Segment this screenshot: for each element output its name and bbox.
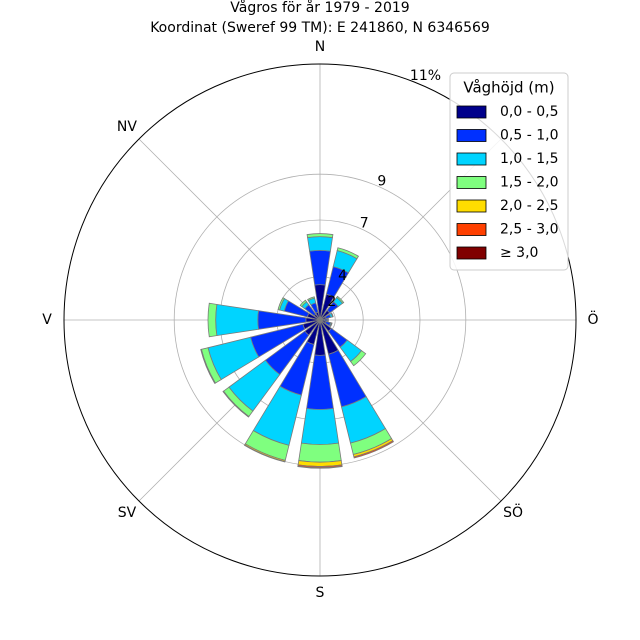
direction-label-Ö: Ö (587, 310, 598, 328)
bar-segment-ÖSÖ-3 (329, 322, 333, 328)
chart-title: Vågros för år 1979 - 2019 (230, 0, 409, 16)
legend-swatch (456, 152, 487, 166)
bar-segment-S-2 (300, 408, 340, 445)
radial-tick-label: 7 (360, 216, 369, 232)
bar-segment-VSV-4 (200, 348, 216, 385)
bar-segment-VNV-3 (277, 297, 285, 311)
legend-label: 1,0 - 1,5 (500, 151, 558, 167)
legend-label: ≥ 3,0 (500, 245, 538, 261)
direction-label-V: V (42, 312, 52, 328)
legend-swatch (456, 129, 487, 142)
bar-segment-SÖ-3 (350, 350, 367, 367)
radial-tick-label: 2 (327, 294, 336, 310)
direction-label-NV: NV (117, 119, 137, 135)
radial-tick-labels: 24 7 9 11% (327, 68, 441, 310)
legend-title: Våghöjd (m) (463, 79, 554, 97)
bar-segment-N-1 (309, 249, 331, 286)
legend-swatch (456, 199, 487, 213)
bar-segment-SSÖ-5 (353, 440, 394, 459)
legend-swatch (456, 105, 487, 119)
direction-label-N: N (315, 39, 325, 55)
bar-segment-N-2 (307, 236, 333, 252)
bar-segment-Ö-3 (327, 318, 329, 322)
bar-segment-NV-3 (299, 299, 308, 308)
grid-spoke (138, 138, 321, 321)
bar-segment-NNÖ-3 (336, 247, 360, 260)
bar-segment-N-3 (306, 233, 334, 239)
legend-label: 2,0 - 2,5 (500, 198, 558, 214)
radial-tick-label: 9 (377, 173, 386, 189)
legend-label: 0,5 - 1,0 (500, 128, 558, 144)
bar-segment-ÖNÖ-3 (330, 312, 334, 318)
outer-ring (63, 63, 577, 577)
radial-tick-label: 11% (410, 68, 441, 84)
legend-label: 1,5 - 2,0 (500, 175, 558, 191)
bar-segment-SV-4 (222, 390, 250, 418)
bar-segment-S-1 (306, 354, 334, 410)
legend-label: 0,0 - 0,5 (500, 104, 558, 120)
legend-swatch (456, 176, 487, 189)
chart-subtitle: Koordinat (Sweref 99 TM): E 241860, N 63… (150, 20, 490, 36)
legend-frame (449, 72, 569, 271)
bar-segment-SSV-5 (243, 444, 286, 463)
direction-labels: N Ö SÖ S SV V NV (42, 39, 598, 601)
direction-label-SV: SV (118, 505, 137, 521)
bar-segment-NNV-3 (307, 296, 316, 302)
bar-segment-NÖ-3 (336, 295, 345, 304)
legend: Våghöjd (m) 0,0 - 0,5 0,5 - 1,0 1,0 - 1,5 1… (449, 72, 569, 271)
bar-layer (200, 233, 394, 469)
legend-label: 2,5 - 3,0 (500, 222, 558, 238)
bar-segment-V-3 (207, 302, 218, 338)
bar-segment-S-6 (297, 465, 343, 469)
direction-label-SÖ: SÖ (503, 503, 523, 521)
radial-tick-label: 4 (338, 268, 347, 284)
bar-segment-V-2 (215, 303, 259, 337)
legend-items: 0,0 - 0,5 0,5 - 1,0 1,0 - 1,5 1,5 - 2,0 2,0 … (456, 104, 558, 261)
legend-swatch (456, 223, 487, 236)
bar-segment-S-3 (298, 442, 342, 463)
direction-label-S: S (316, 585, 325, 601)
legend-swatch (456, 246, 487, 260)
